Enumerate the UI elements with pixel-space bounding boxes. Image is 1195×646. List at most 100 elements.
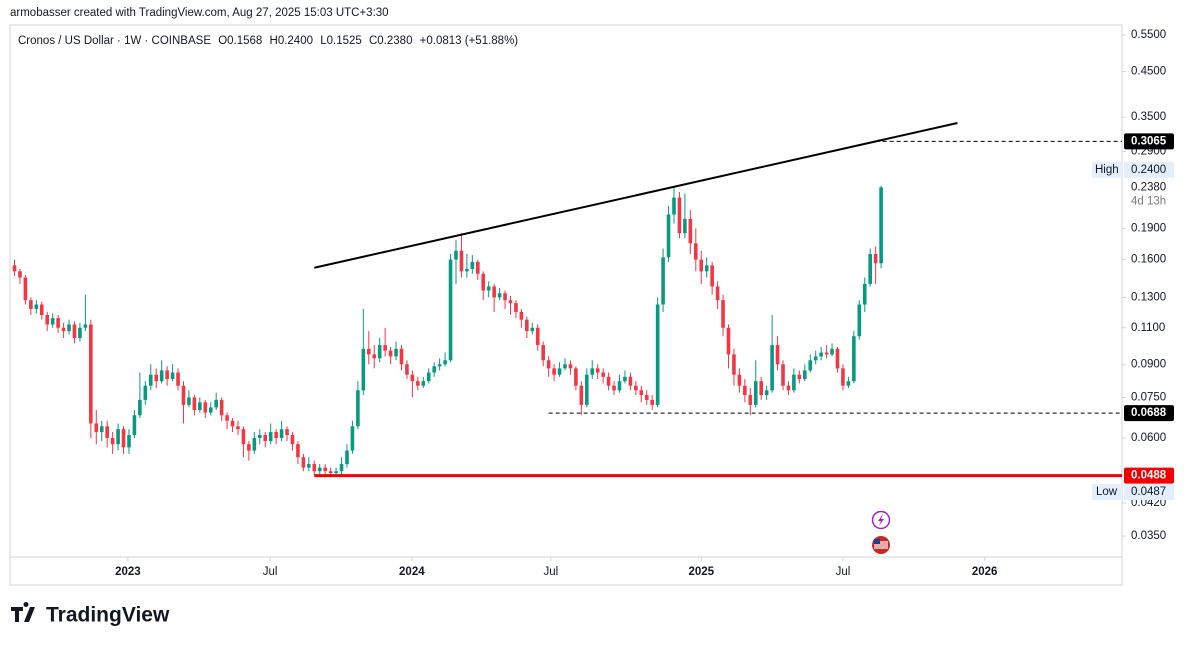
x-tick-label: 2025 [688, 566, 714, 578]
candle-body [198, 402, 202, 410]
candle-body [410, 374, 415, 382]
candle-body [328, 471, 333, 474]
low-name-box [1092, 483, 1122, 500]
high-box [1124, 161, 1174, 178]
candle-body [263, 435, 268, 442]
candle-body [148, 374, 153, 386]
candle-body [628, 376, 633, 386]
candle-body [187, 397, 191, 405]
candle-body [405, 364, 409, 375]
candle-body [138, 399, 142, 416]
candle-body [781, 364, 785, 386]
candle-body [176, 372, 180, 386]
candle-body [45, 314, 50, 325]
candle-body [72, 324, 77, 338]
candle-body [203, 402, 208, 413]
candle-body [852, 336, 856, 382]
low-name: Low [1096, 486, 1118, 498]
candle-body [421, 381, 426, 386]
candle-body [132, 415, 137, 436]
candle-body [350, 426, 355, 451]
event-icon-bolt [878, 514, 884, 526]
candle-body [764, 390, 769, 396]
low-box [1124, 483, 1174, 500]
trendline [314, 122, 958, 269]
x-tick-label: Jul [543, 566, 558, 578]
candle-body [372, 354, 377, 359]
candle-body [105, 426, 109, 439]
candle-body [639, 390, 644, 396]
candle-body [312, 464, 317, 472]
candle-body [732, 354, 736, 375]
header: armobasser created with TradingView.com,… [10, 7, 389, 19]
candle-body [721, 300, 725, 328]
candle-body [110, 438, 115, 445]
candle-body [443, 360, 447, 365]
x-tick-label: Jul [836, 566, 851, 578]
candle-body [61, 327, 66, 332]
candle-body [416, 381, 420, 386]
candle-body [644, 395, 649, 400]
y-tick-label: 0.0600 [1131, 432, 1166, 444]
candle-body [868, 254, 873, 284]
candle-body [219, 399, 224, 416]
y-tick-label: 0.0750 [1131, 391, 1166, 403]
x-tick-label: 2024 [399, 566, 425, 578]
candle-body [612, 385, 616, 391]
candle-body [247, 444, 251, 451]
candle-body [301, 457, 306, 468]
candle-body [655, 304, 660, 405]
y-tick-label: 0.4500 [1131, 66, 1166, 78]
candle-body [857, 304, 862, 337]
candle-body [481, 273, 486, 291]
level-label: 0.0488 [1131, 470, 1167, 482]
candle-body [693, 243, 698, 260]
candle-body [634, 385, 638, 391]
candle-body [759, 381, 763, 396]
candle-body [508, 300, 513, 304]
candle-body [290, 435, 295, 445]
candle-body [23, 277, 28, 301]
candle-body [726, 327, 731, 355]
candle-body [307, 464, 311, 468]
candle-body [377, 345, 382, 359]
candle-body [165, 370, 169, 380]
y-tick-label: 0.5500 [1131, 29, 1166, 41]
candle-body [623, 376, 627, 382]
candle-body [568, 364, 573, 369]
candle-body [317, 467, 322, 472]
candle-body [18, 271, 22, 278]
candle-body [579, 385, 584, 405]
candle-body [574, 368, 578, 386]
candle-body [601, 372, 605, 377]
candle-body [846, 381, 851, 386]
level-label: 0.3065 [1131, 135, 1167, 147]
candle-body [563, 364, 567, 369]
candle-body [590, 368, 595, 375]
y-tick-label: 0.3500 [1131, 111, 1166, 123]
candle-body [34, 304, 39, 309]
candle-body [824, 352, 829, 355]
candle-body [192, 397, 197, 410]
candle-body [606, 376, 611, 386]
candle-body [170, 372, 175, 380]
candle-body [830, 348, 834, 355]
candle-body [672, 197, 676, 215]
candle-body [808, 360, 813, 371]
change: +0.0813 (+51.88%) [420, 35, 519, 47]
y-tick-label: 0.0900 [1131, 358, 1166, 370]
candle-body [56, 318, 60, 328]
candle-body [268, 432, 273, 442]
candle-body [862, 283, 867, 305]
high-value: 0.2400 [1131, 164, 1166, 176]
candle-body [546, 360, 551, 369]
candle-body [356, 390, 360, 427]
candle-body [677, 197, 682, 234]
candle-body [475, 261, 480, 274]
open: O0.1568 [218, 35, 262, 47]
candle-body [617, 381, 622, 391]
candle-body [214, 399, 218, 408]
candle-body [666, 214, 671, 258]
candle-body [797, 374, 802, 380]
